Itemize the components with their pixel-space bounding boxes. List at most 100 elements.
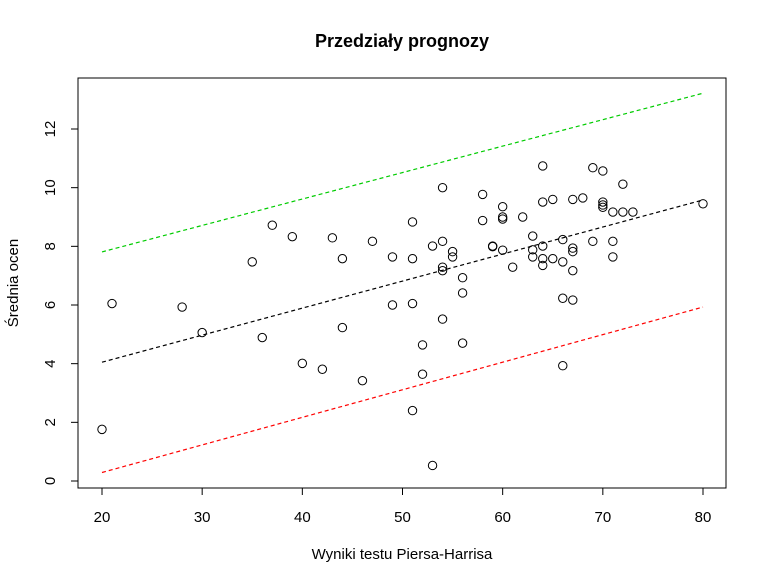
data-point (387, 252, 398, 262)
data-point (177, 302, 187, 312)
data-point (548, 194, 558, 205)
data-point (427, 241, 438, 251)
data-point (437, 182, 448, 193)
data-point (417, 340, 428, 350)
data-point (457, 288, 468, 298)
data-point (487, 241, 498, 252)
data-point (407, 298, 418, 309)
data-point (568, 295, 578, 305)
data-point (447, 246, 458, 257)
data-point (608, 252, 618, 262)
y-tick-label: 4 (42, 359, 59, 367)
data-point (457, 273, 468, 283)
data-point (568, 243, 578, 253)
data-point (568, 246, 578, 257)
data-point (538, 197, 548, 207)
chart-title: Przedziały prognozy (315, 31, 489, 51)
x-tick-label: 80 (695, 509, 712, 526)
data-point (548, 253, 558, 264)
data-point (568, 265, 578, 276)
series-line-0 (101, 199, 704, 363)
data-point (588, 236, 598, 247)
data-point (197, 327, 207, 338)
data-point (257, 332, 267, 343)
data-point (107, 298, 117, 309)
data-point (608, 207, 618, 217)
data-point (598, 166, 608, 176)
data-point (437, 265, 448, 276)
data-point (97, 424, 107, 435)
data-point (297, 358, 308, 369)
data-point (528, 252, 538, 262)
data-point (497, 214, 508, 224)
data-point (558, 257, 568, 267)
data-point (337, 253, 348, 264)
data-point (588, 163, 598, 173)
data-point (447, 252, 458, 262)
data-point (337, 322, 348, 333)
x-axis: 20 30 40 50 60 70 80 (94, 487, 712, 526)
scatter-points (97, 161, 708, 471)
y-tick-label: 6 (42, 301, 59, 309)
series-line-2 (101, 306, 704, 474)
data-point (497, 245, 508, 255)
x-tick-label: 40 (294, 509, 311, 526)
data-point (457, 338, 468, 348)
data-point (608, 236, 618, 247)
data-point (598, 197, 608, 207)
data-point (598, 202, 608, 213)
data-point (247, 257, 257, 267)
data-point (558, 293, 568, 303)
data-point (538, 161, 548, 171)
data-point (437, 236, 448, 247)
data-point (327, 233, 338, 243)
data-point (538, 260, 548, 271)
y-tick-label: 12 (42, 121, 59, 138)
data-point (387, 300, 398, 310)
data-point (578, 193, 588, 203)
data-point (357, 375, 368, 386)
data-point (538, 241, 548, 251)
data-point (407, 253, 418, 264)
y-tick-label: 8 (42, 242, 59, 250)
regression-lines (101, 92, 704, 474)
data-point (287, 231, 298, 242)
x-tick-label: 60 (494, 509, 511, 526)
data-point (528, 245, 538, 255)
series-line-1 (101, 92, 704, 253)
data-point (407, 217, 418, 227)
data-point (427, 460, 438, 471)
x-tick-label: 20 (94, 509, 111, 526)
y-tick-label: 2 (42, 418, 59, 426)
x-tick-label: 70 (594, 509, 611, 526)
x-axis-label: Wyniki testu Piersa-Harrisa (312, 546, 493, 563)
plot-frame (77, 77, 727, 489)
data-point (628, 207, 638, 217)
data-point (558, 234, 568, 245)
data-point (538, 253, 548, 264)
data-point (618, 207, 628, 217)
data-point (477, 189, 488, 200)
data-point (698, 199, 708, 209)
y-tick-label: 10 (42, 179, 59, 196)
data-point (497, 212, 508, 222)
data-point (528, 231, 538, 241)
y-axis-label: Średnia ocen (4, 239, 22, 327)
data-point (367, 236, 378, 247)
x-tick-label: 30 (194, 509, 211, 526)
data-point (618, 179, 628, 189)
data-point (417, 369, 428, 379)
data-point (267, 220, 277, 230)
data-point (497, 202, 508, 212)
data-point (598, 200, 608, 210)
data-point (407, 405, 418, 416)
x-tick-label: 50 (394, 509, 411, 526)
data-point (477, 215, 488, 226)
data-point (317, 364, 328, 374)
data-point (507, 262, 518, 272)
data-point (558, 361, 568, 371)
data-point (437, 262, 448, 272)
data-point (437, 314, 448, 324)
data-point (518, 212, 528, 222)
